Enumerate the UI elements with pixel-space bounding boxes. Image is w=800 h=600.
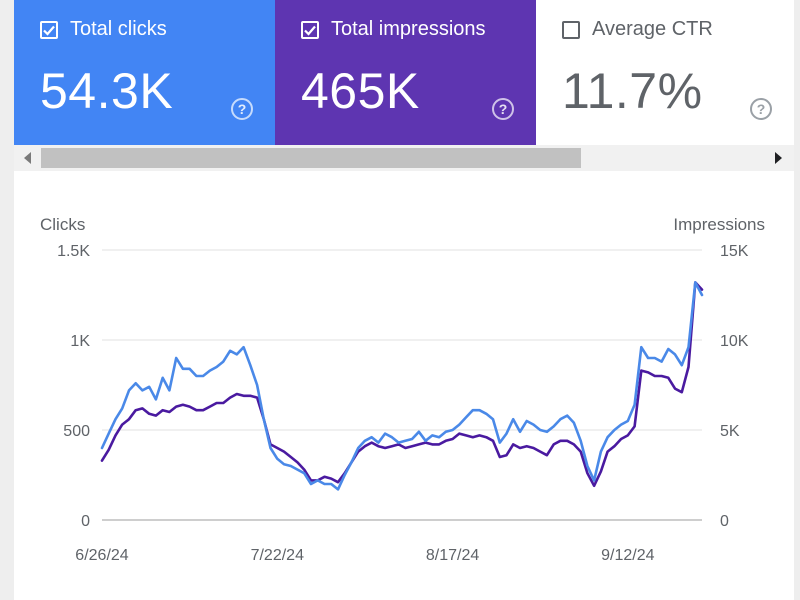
performance-chart-panel: 0 0 500 5K 1K 10K 1.5K 15K Clicks Impressions 6/26… [14, 171, 794, 600]
card-header: Average CTR [562, 18, 713, 41]
scroll-left-arrow-icon[interactable] [24, 152, 31, 164]
left-tick-label: 1K [70, 333, 90, 350]
left-tick-label: 1.5K [57, 243, 90, 260]
total-impressions-card[interactable]: Total impressions 465K ? [275, 0, 536, 145]
card-header: Total clicks [40, 18, 167, 41]
left-axis-label: Clicks [40, 215, 85, 234]
x-tick-label: 6/26/24 [75, 547, 128, 564]
help-icon[interactable]: ? [231, 98, 253, 120]
checkbox-unchecked-icon[interactable] [562, 20, 580, 39]
total-clicks-card[interactable]: Total clicks 54.3K ? [14, 0, 275, 145]
left-tick-label: 500 [63, 423, 90, 440]
scroll-right-arrow-icon[interactable] [775, 152, 782, 164]
average-ctr-card[interactable]: Average CTR 11.7% ? [536, 0, 794, 145]
card-value: 465K [301, 63, 420, 119]
scroll-thumb[interactable] [41, 148, 581, 168]
right-tick-label: 15K [720, 243, 749, 260]
horizontal-scrollbar[interactable] [14, 145, 794, 171]
checkbox-checked-icon[interactable] [40, 20, 58, 39]
card-label: Total impressions [331, 18, 486, 40]
performance-chart: 0 0 500 5K 1K 10K 1.5K 15K Clicks Impressions 6/26… [40, 215, 765, 564]
card-header: Total impressions [301, 18, 486, 41]
right-axis-label: Impressions [673, 215, 765, 234]
x-tick-label: 8/17/24 [426, 547, 479, 564]
metric-cards: Total clicks 54.3K ? Total impressions 4… [14, 0, 794, 145]
help-icon[interactable]: ? [492, 98, 514, 120]
right-tick-label: 10K [720, 333, 749, 350]
card-label: Total clicks [70, 18, 167, 40]
right-tick-label: 0 [720, 513, 729, 530]
clicks-series-line [100, 281, 704, 491]
checkbox-checked-icon[interactable] [301, 20, 319, 39]
help-icon[interactable]: ? [750, 98, 772, 120]
card-value: 11.7% [562, 63, 703, 119]
x-tick-label: 7/22/24 [251, 547, 304, 564]
left-tick-label: 0 [81, 513, 90, 530]
right-tick-label: 5K [720, 423, 740, 440]
card-value: 54.3K [40, 63, 174, 119]
card-label: Average CTR [592, 18, 713, 40]
x-tick-label: 9/12/24 [601, 547, 654, 564]
impressions-series-line [100, 281, 704, 488]
